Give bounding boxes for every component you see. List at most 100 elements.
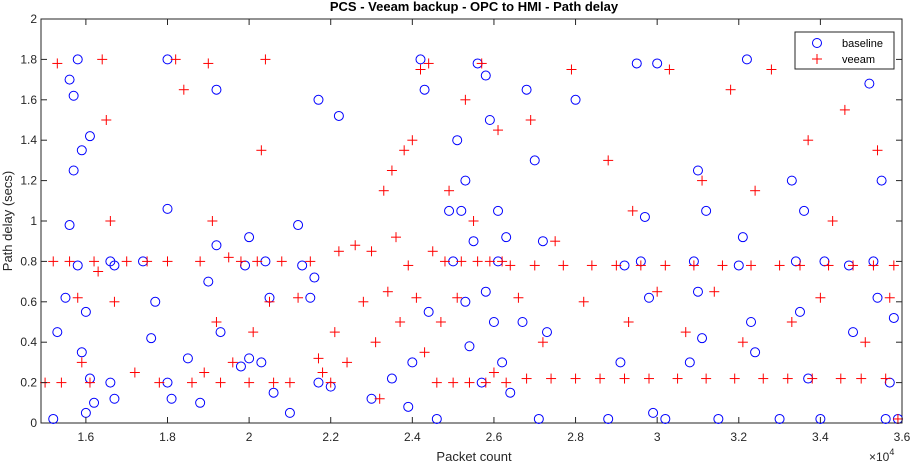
x-tick-label: 2.6 (486, 430, 503, 444)
y-tick-label: 1 (30, 214, 37, 228)
veeam-point (701, 373, 712, 384)
plot-area (40, 18, 903, 424)
veeam-point (872, 145, 883, 156)
baseline-point (631, 58, 642, 69)
veeam-point (48, 256, 59, 267)
baseline-point (713, 413, 724, 424)
baseline-point (423, 306, 434, 317)
veeam-point (460, 94, 471, 105)
baseline-point (888, 312, 899, 323)
baseline-point (456, 205, 467, 216)
veeam-point (109, 296, 120, 307)
baseline-point (109, 393, 120, 404)
veeam-point (513, 292, 524, 303)
baseline-point (60, 292, 71, 303)
baseline-point (468, 236, 479, 247)
veeam-point (284, 377, 295, 388)
veeam-point (729, 373, 740, 384)
veeam-point (766, 64, 777, 75)
series-veeam-marks (40, 54, 903, 424)
y-tick-label: 0.8 (20, 254, 37, 268)
y-axis-label: Path delay (secs) (0, 171, 15, 271)
x-tick-label: 2.8 (567, 430, 584, 444)
baseline-point (309, 272, 320, 283)
baseline-point (541, 327, 552, 338)
veeam-point (93, 266, 104, 277)
veeam-point (725, 84, 736, 95)
baseline-point (211, 84, 222, 95)
veeam-point (835, 373, 846, 384)
baseline-point (872, 292, 883, 303)
baseline-point (244, 232, 255, 243)
veeam-point (697, 175, 708, 186)
x-exponent-base: ×10 (869, 450, 890, 464)
veeam-point (260, 54, 271, 65)
baseline-point (89, 397, 100, 408)
y-tick-label: 0.4 (20, 335, 37, 349)
baseline-point (794, 306, 805, 317)
veeam-point (884, 292, 895, 303)
veeam-point (195, 256, 206, 267)
veeam-point (382, 286, 393, 297)
baseline-point (521, 84, 532, 95)
legend: baseline veeam (794, 31, 895, 70)
legend-baseline-marker (812, 38, 822, 48)
veeam-point (415, 64, 426, 75)
y-tick-label: 0.6 (20, 295, 37, 309)
baseline-point (195, 397, 206, 408)
veeam-point (342, 357, 353, 368)
baseline-point (211, 240, 222, 251)
veeam-point (570, 373, 581, 384)
baseline-point (162, 203, 173, 214)
veeam-point (619, 373, 630, 384)
baseline-point (52, 327, 63, 338)
baseline-point (517, 317, 528, 327)
veeam-point (97, 54, 108, 65)
veeam-point (868, 260, 879, 271)
baseline-point (386, 373, 397, 384)
baseline-point (256, 357, 267, 368)
x-tick-label: 2 (246, 430, 253, 444)
veeam-point (464, 377, 475, 388)
x-tick-label: 1.6 (78, 430, 95, 444)
veeam-point (652, 286, 663, 297)
veeam-point (880, 373, 891, 384)
baseline-point (484, 115, 495, 125)
veeam-point (431, 377, 442, 388)
x-tick-label: 3.6 (894, 430, 911, 444)
veeam-point (476, 58, 487, 69)
y-tick-label: 1.2 (20, 174, 37, 188)
veeam-point (305, 256, 316, 267)
veeam-point (717, 260, 728, 271)
baseline-point (64, 220, 75, 231)
x-tick-label: 2.2 (322, 430, 339, 444)
veeam-point (750, 185, 761, 196)
veeam-point (664, 64, 675, 75)
veeam-point (333, 246, 344, 257)
veeam-point (782, 373, 793, 384)
veeam-point (672, 373, 683, 384)
veeam-point (660, 260, 671, 271)
veeam-point (293, 292, 304, 303)
baseline-point (72, 260, 83, 271)
veeam-point (101, 115, 112, 125)
baseline-point (864, 78, 875, 89)
y-tick-label: 2 (30, 12, 37, 26)
x-tick-label: 2.4 (404, 430, 421, 444)
veeam-point (162, 256, 173, 267)
veeam-point (456, 256, 467, 267)
veeam-point (468, 216, 479, 226)
x-exponent-label: ×104 (869, 447, 894, 464)
veeam-point (493, 125, 504, 136)
veeam-point (105, 216, 116, 226)
veeam-point (774, 260, 785, 271)
baseline-point (815, 413, 826, 424)
veeam-point (435, 317, 446, 327)
baseline-point (431, 413, 442, 424)
baseline-point (235, 361, 246, 372)
x-tick-label: 3.4 (812, 430, 829, 444)
baseline-point (537, 236, 548, 247)
baseline-point (570, 94, 581, 105)
veeam-point (386, 165, 397, 176)
baseline-point (297, 260, 308, 271)
